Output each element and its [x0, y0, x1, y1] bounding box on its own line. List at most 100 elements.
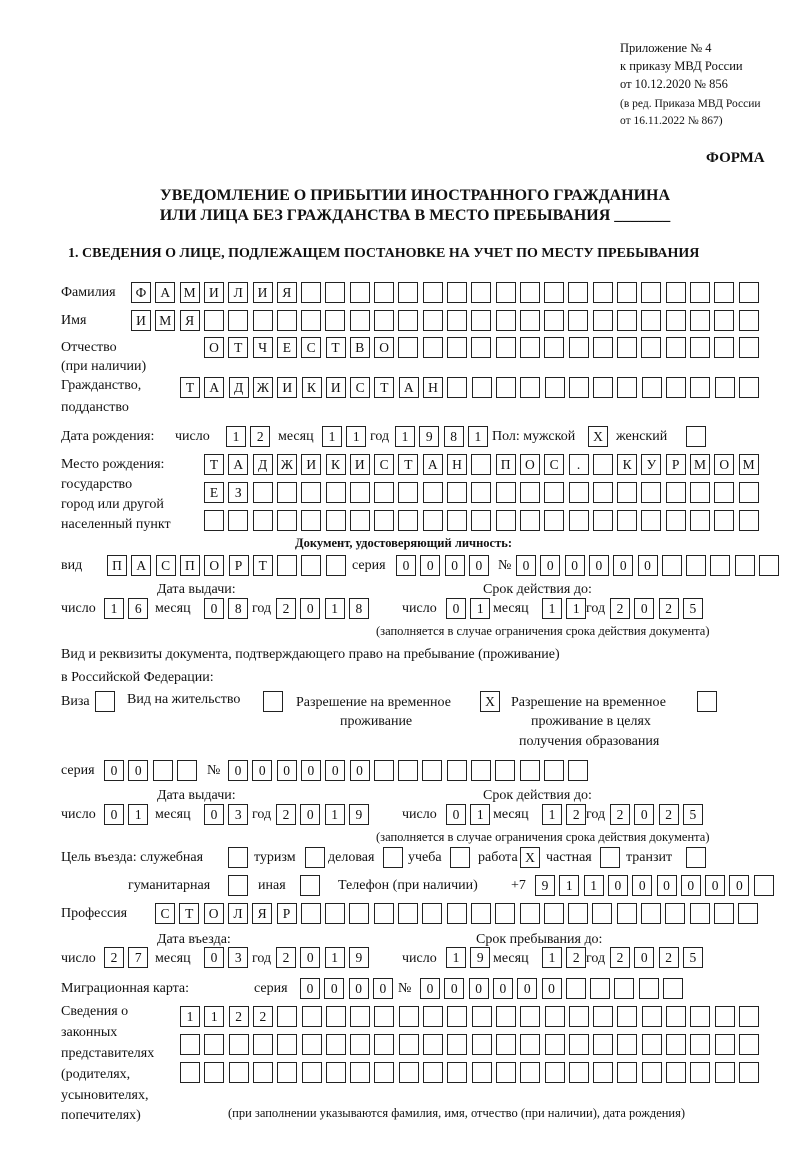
char-cell[interactable]: [471, 760, 491, 781]
char-cell[interactable]: [398, 482, 419, 503]
char-cell[interactable]: [690, 1062, 711, 1083]
char-cell[interactable]: [734, 555, 755, 576]
char-cell[interactable]: [495, 1062, 516, 1083]
char-cell[interactable]: 0: [634, 598, 655, 619]
char-cell[interactable]: 0: [396, 555, 416, 576]
char-cell[interactable]: [204, 1062, 225, 1083]
char-cell[interactable]: [228, 510, 249, 531]
char-cell[interactable]: Р: [228, 555, 249, 576]
char-cell[interactable]: 1: [324, 804, 345, 825]
char-cell[interactable]: [422, 337, 443, 358]
char-cell[interactable]: [252, 310, 273, 331]
char-cell[interactable]: [349, 903, 370, 924]
char-cell[interactable]: [617, 482, 638, 503]
char-cell[interactable]: 0: [276, 760, 297, 781]
char-cell[interactable]: 0: [637, 555, 658, 576]
char-cell[interactable]: [519, 310, 540, 331]
char-cell[interactable]: 0: [420, 555, 441, 576]
char-cell[interactable]: 0: [252, 760, 273, 781]
char-cell[interactable]: [592, 482, 613, 503]
char-cell[interactable]: [325, 1034, 346, 1055]
char-cell[interactable]: С: [301, 337, 322, 358]
char-cell[interactable]: М: [690, 454, 710, 475]
char-cell[interactable]: [519, 482, 540, 503]
char-cell[interactable]: 2: [104, 947, 124, 968]
char-cell[interactable]: 0: [468, 555, 489, 576]
char-cell[interactable]: [447, 510, 467, 531]
char-cell[interactable]: М: [155, 310, 176, 331]
char-cell[interactable]: В: [349, 337, 370, 358]
char-cell[interactable]: [180, 1062, 200, 1083]
char-cell[interactable]: 1: [128, 804, 149, 825]
char-cell[interactable]: 0: [613, 555, 634, 576]
char-cell[interactable]: С: [350, 377, 371, 398]
char-cell[interactable]: [738, 310, 759, 331]
char-cell[interactable]: 2: [276, 804, 296, 825]
char-cell[interactable]: 0: [204, 804, 224, 825]
char-cell[interactable]: [665, 903, 686, 924]
char-cell[interactable]: 1: [559, 875, 580, 896]
char-cell[interactable]: [495, 1006, 516, 1027]
char-cell[interactable]: [592, 282, 613, 303]
char-cell[interactable]: [325, 310, 346, 331]
char-cell[interactable]: [663, 978, 683, 999]
char-cell[interactable]: [568, 510, 589, 531]
char-cell[interactable]: [568, 482, 589, 503]
char-cell[interactable]: И: [301, 454, 322, 475]
char-cell[interactable]: [301, 282, 322, 303]
char-cell[interactable]: [661, 555, 682, 576]
char-cell[interactable]: [738, 282, 759, 303]
char-cell[interactable]: [350, 1062, 371, 1083]
char-cell[interactable]: [152, 760, 173, 781]
char-cell[interactable]: [374, 282, 394, 303]
char-cell[interactable]: [471, 310, 492, 331]
char-cell[interactable]: [565, 978, 586, 999]
checkbox[interactable]: [228, 847, 248, 868]
char-cell[interactable]: [520, 1062, 541, 1083]
char-cell[interactable]: 1: [566, 598, 587, 619]
char-cell[interactable]: [593, 1062, 614, 1083]
char-cell[interactable]: Е: [276, 337, 297, 358]
char-cell[interactable]: [641, 510, 662, 531]
char-cell[interactable]: [617, 377, 638, 398]
checkbox[interactable]: [600, 847, 620, 868]
char-cell[interactable]: [374, 1062, 395, 1083]
char-cell[interactable]: Ж: [276, 454, 297, 475]
char-cell[interactable]: [641, 1062, 662, 1083]
char-cell[interactable]: [710, 555, 731, 576]
char-cell[interactable]: С: [155, 903, 175, 924]
char-cell[interactable]: 1: [446, 947, 466, 968]
char-cell[interactable]: [277, 1034, 298, 1055]
char-cell[interactable]: [641, 903, 661, 924]
char-cell[interactable]: [350, 1006, 371, 1027]
char-cell[interactable]: [641, 1006, 662, 1027]
char-cell[interactable]: [301, 1062, 322, 1083]
char-cell[interactable]: О: [204, 555, 225, 576]
char-cell[interactable]: 0: [325, 760, 346, 781]
char-cell[interactable]: [568, 377, 589, 398]
char-cell[interactable]: [689, 310, 710, 331]
char-cell[interactable]: [666, 1034, 686, 1055]
char-cell[interactable]: 0: [300, 978, 320, 999]
char-cell[interactable]: 0: [607, 875, 628, 896]
char-cell[interactable]: [373, 903, 394, 924]
char-cell[interactable]: [714, 377, 735, 398]
char-cell[interactable]: [666, 1006, 686, 1027]
char-cell[interactable]: [495, 510, 516, 531]
char-cell[interactable]: [398, 337, 419, 358]
char-cell[interactable]: 2: [228, 1006, 249, 1027]
char-cell[interactable]: [325, 482, 346, 503]
char-cell[interactable]: 3: [228, 947, 249, 968]
char-cell[interactable]: 1: [542, 598, 562, 619]
char-cell[interactable]: [665, 482, 686, 503]
char-cell[interactable]: 5: [682, 947, 703, 968]
char-cell[interactable]: 0: [516, 555, 536, 576]
char-cell[interactable]: [325, 282, 346, 303]
char-cell[interactable]: А: [131, 555, 152, 576]
char-cell[interactable]: [714, 282, 735, 303]
char-cell[interactable]: [423, 1034, 443, 1055]
char-cell[interactable]: [276, 310, 297, 331]
char-cell[interactable]: 0: [324, 978, 345, 999]
char-cell[interactable]: 0: [446, 598, 466, 619]
char-cell[interactable]: [665, 310, 686, 331]
